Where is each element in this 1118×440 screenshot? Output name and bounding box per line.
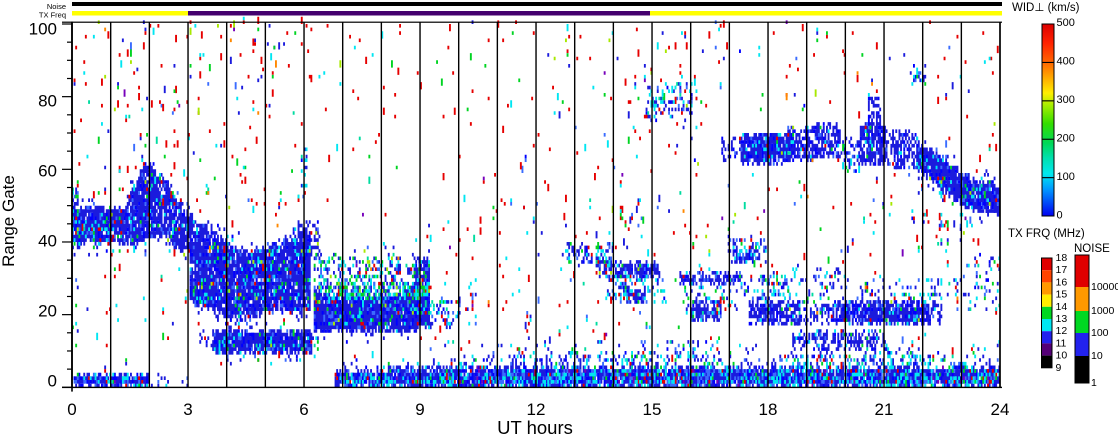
svg-text:12: 12 <box>1056 325 1068 337</box>
svg-text:100: 100 <box>1091 327 1109 339</box>
svg-text:18: 18 <box>759 400 778 419</box>
svg-text:500: 500 <box>1057 17 1075 29</box>
svg-text:12: 12 <box>527 400 546 419</box>
svg-text:100: 100 <box>29 20 57 39</box>
svg-text:40: 40 <box>38 232 57 251</box>
svg-text:3: 3 <box>183 400 192 419</box>
svg-text:9: 9 <box>415 400 424 419</box>
svg-text:24: 24 <box>991 400 1010 419</box>
svg-text:0: 0 <box>67 400 76 419</box>
svg-text:TX Freq: TX Freq <box>39 11 66 20</box>
svg-text:18: 18 <box>1056 252 1068 264</box>
svg-text:16: 16 <box>1056 276 1068 288</box>
svg-text:WID⊥ (km/s): WID⊥ (km/s) <box>1012 2 1080 14</box>
svg-text:10000: 10000 <box>1091 281 1118 293</box>
svg-text:10: 10 <box>1091 350 1103 362</box>
svg-text:1: 1 <box>1091 377 1097 389</box>
svg-text:15: 15 <box>643 400 662 419</box>
svg-text:6: 6 <box>299 400 308 419</box>
svg-text:0: 0 <box>48 372 57 391</box>
svg-text:17: 17 <box>1056 264 1068 276</box>
svg-text:UT hours: UT hours <box>497 417 573 435</box>
svg-text:15: 15 <box>1056 289 1068 301</box>
svg-text:11: 11 <box>1056 337 1067 349</box>
svg-text:TX FRQ (MHz): TX FRQ (MHz) <box>1008 228 1085 240</box>
svg-text:Range Gate: Range Gate <box>0 175 18 267</box>
svg-text:21: 21 <box>875 400 894 419</box>
svg-text:300: 300 <box>1057 94 1075 106</box>
svg-text:80: 80 <box>38 92 57 111</box>
svg-text:Noise: Noise <box>47 2 66 11</box>
svg-text:1000: 1000 <box>1091 305 1115 317</box>
svg-text:400: 400 <box>1057 56 1075 68</box>
svg-text:10: 10 <box>1056 350 1068 362</box>
svg-text:100: 100 <box>1057 171 1075 183</box>
svg-text:0: 0 <box>1057 210 1063 222</box>
svg-text:20: 20 <box>38 302 57 321</box>
svg-text:60: 60 <box>38 162 57 181</box>
svg-text:14: 14 <box>1056 301 1068 313</box>
svg-text:NOISE: NOISE <box>1074 243 1110 255</box>
svg-text:13: 13 <box>1056 313 1068 325</box>
svg-text:9: 9 <box>1056 362 1062 374</box>
svg-text:200: 200 <box>1057 133 1075 145</box>
